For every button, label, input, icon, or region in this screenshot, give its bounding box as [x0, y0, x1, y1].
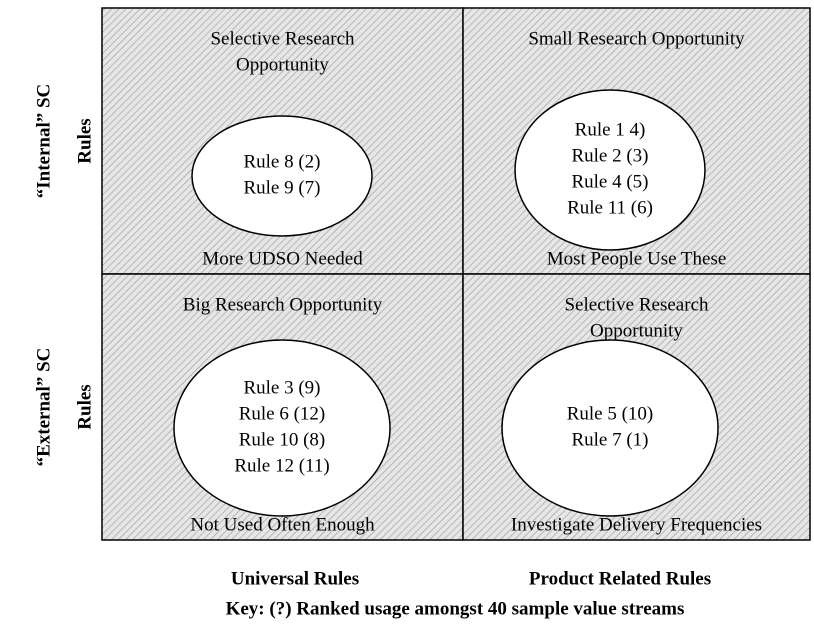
rule: Rule 5 (10) — [567, 403, 654, 424]
rule: Rule 11 (6) — [567, 197, 653, 218]
column-label: Universal Rules — [231, 568, 359, 589]
rule: Rule 10 (8) — [239, 429, 326, 450]
quadrant-title: Opportunity — [590, 320, 683, 341]
row-label: “Internal” SC — [33, 84, 54, 199]
rule: Rule 4 (5) — [571, 171, 648, 192]
rule: Rule 2 (3) — [571, 145, 648, 166]
rule: Rule 6 (12) — [239, 403, 326, 424]
rule: Rule 9 (7) — [243, 177, 320, 198]
column-label: Product Related Rules — [529, 568, 711, 589]
rule: Rule 1 4) — [575, 119, 646, 140]
quadrant-title: Small Research Opportunity — [528, 28, 745, 49]
ellipse — [501, 339, 719, 517]
ellipse — [514, 89, 706, 251]
quadrant-title: Big Research Opportunity — [183, 294, 383, 315]
rule: Rule 7 (1) — [571, 429, 648, 450]
row-label: “External” SC — [33, 348, 54, 467]
rule: Rule 12 (11) — [234, 455, 329, 476]
quadrant-title: Selective Research — [564, 294, 709, 315]
quadrant-footer: More UDSO Needed — [202, 248, 363, 269]
rule: Rule 8 (2) — [243, 151, 320, 172]
key: Key: (?) Ranked usage amongst 40 sample … — [226, 598, 685, 619]
ellipse — [191, 115, 373, 237]
quadrant-footer: Investigate Delivery Frequencies — [511, 514, 762, 535]
quadrant-title: Opportunity — [236, 54, 329, 75]
quadrant-title: Selective Research — [210, 28, 355, 49]
quadrant-footer: Most People Use These — [547, 248, 727, 269]
quadrant-footer: Not Used Often Enough — [190, 514, 375, 535]
rule: Rule 3 (9) — [243, 377, 320, 398]
row-sub-label: Rules — [74, 118, 95, 163]
row-sub-label: Rules — [74, 384, 95, 429]
ellipse — [173, 339, 391, 517]
